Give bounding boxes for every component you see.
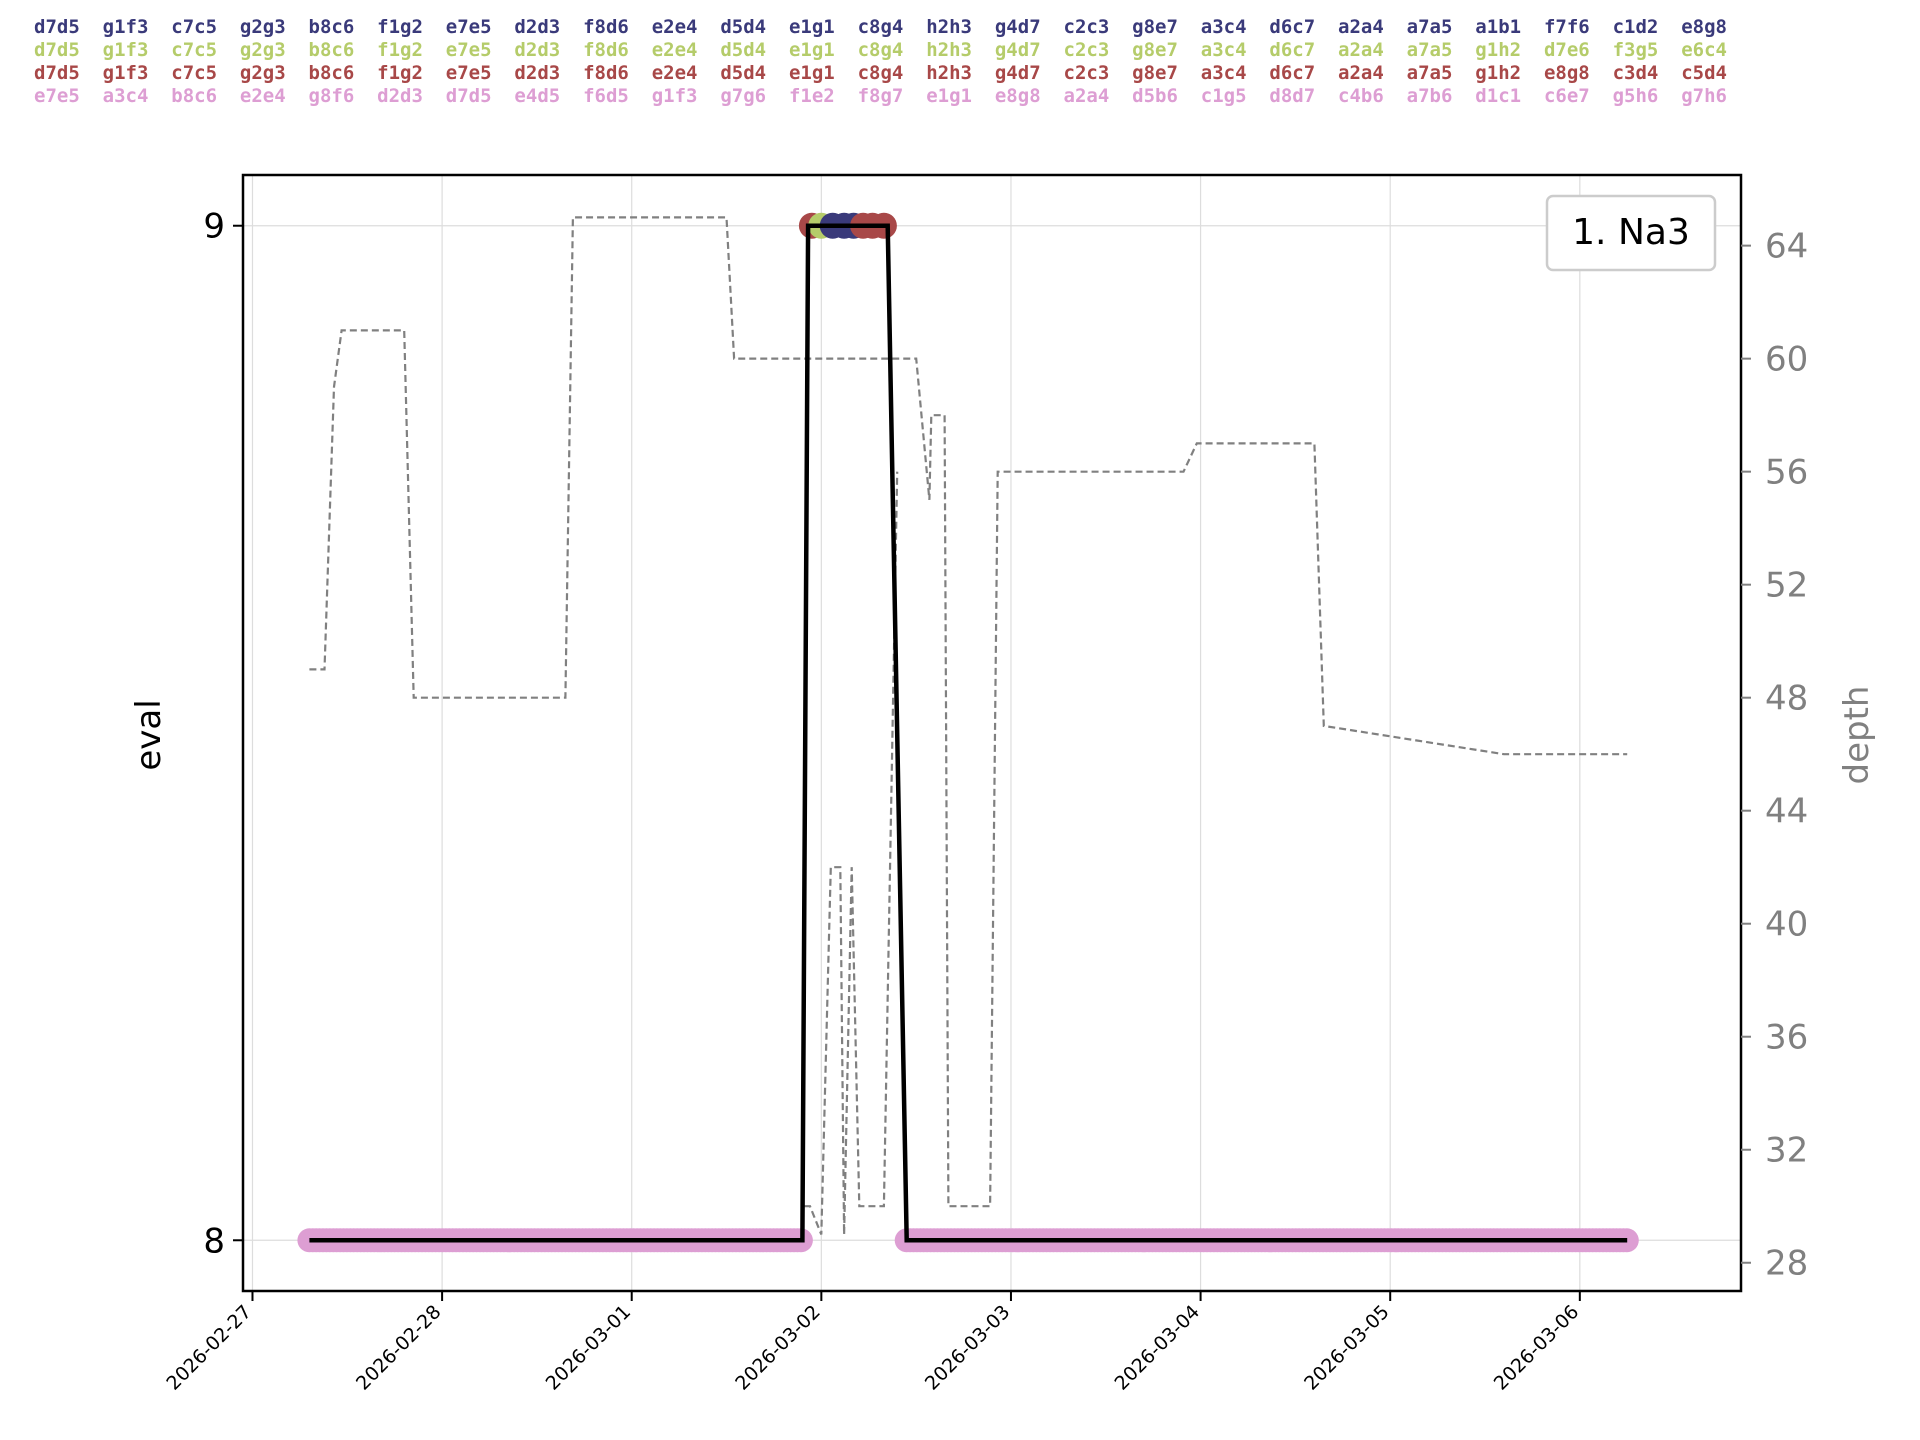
y-tick-label: 9 (203, 207, 225, 247)
x-tick-label: 2026-02-28 (352, 1301, 446, 1395)
pv-line-3: d7d5 g1f3 c7c5 g2g3 b8c6 f1g2 e7e5 d2d3 … (34, 62, 1727, 84)
y2-tick-label: 48 (1765, 679, 1808, 719)
y2-tick-label: 36 (1765, 1018, 1808, 1058)
x-tick-label: 2026-03-02 (731, 1301, 825, 1395)
legend: 1. Na3 (1545, 194, 1717, 272)
eval-markers (297, 212, 1639, 1253)
y2-axis-label: depth (1837, 686, 1877, 785)
legend-box (1545, 194, 1717, 272)
pv-line-1: d7d5 g1f3 c7c5 g2g3 b8c6 f1g2 e7e5 d2d3 … (34, 16, 1727, 38)
depth-spike-line (804, 471, 899, 1235)
axes: 2026-02-27 2026-02-28 2026-03-01 2026-03-02… (162, 207, 1808, 1395)
depth-line (309, 216, 1628, 1208)
y2-tick-label: 56 (1765, 453, 1808, 493)
pv-line-4: e7e5 a3c4 b8c6 e2e4 g8f6 d2d3 d7d5 e4d5 … (34, 85, 1727, 107)
y2-tick-label: 32 (1765, 1131, 1808, 1171)
y2-tick-label: 52 (1765, 566, 1808, 606)
depth-series (309, 216, 1628, 1235)
x-tick-label: 2026-03-03 (921, 1301, 1015, 1395)
pv-line-2: d7d5 g1f3 c7c5 g2g3 b8c6 f1g2 e7e5 d2d3 … (34, 39, 1727, 61)
y2-tick-label: 40 (1765, 905, 1808, 945)
x-tick-label: 2026-03-01 (542, 1301, 636, 1395)
y2-tick-label: 44 (1765, 792, 1808, 832)
x-tick-label: 2026-03-06 (1490, 1301, 1584, 1395)
eval-line (309, 223, 1628, 1243)
y2-tick-label: 64 (1765, 227, 1808, 267)
x-tick-label: 2026-02-27 (162, 1301, 256, 1395)
y-axis-label: eval (129, 699, 169, 770)
y2-tick-label: 60 (1765, 340, 1808, 380)
y2-tick-label: 28 (1765, 1244, 1808, 1284)
principal-variation-lines: d7d5 g1f3 c7c5 g2g3 b8c6 f1g2 e7e5 d2d3 … (0, 0, 1920, 130)
x-tick-label: 2026-03-05 (1300, 1301, 1394, 1395)
plot-frame (241, 173, 1743, 1293)
x-tick-label: 2026-03-04 (1110, 1301, 1204, 1395)
legend-text: 1. Na3 (1572, 212, 1690, 253)
y-tick-label: 8 (203, 1221, 225, 1261)
eval-series (309, 223, 1628, 1243)
